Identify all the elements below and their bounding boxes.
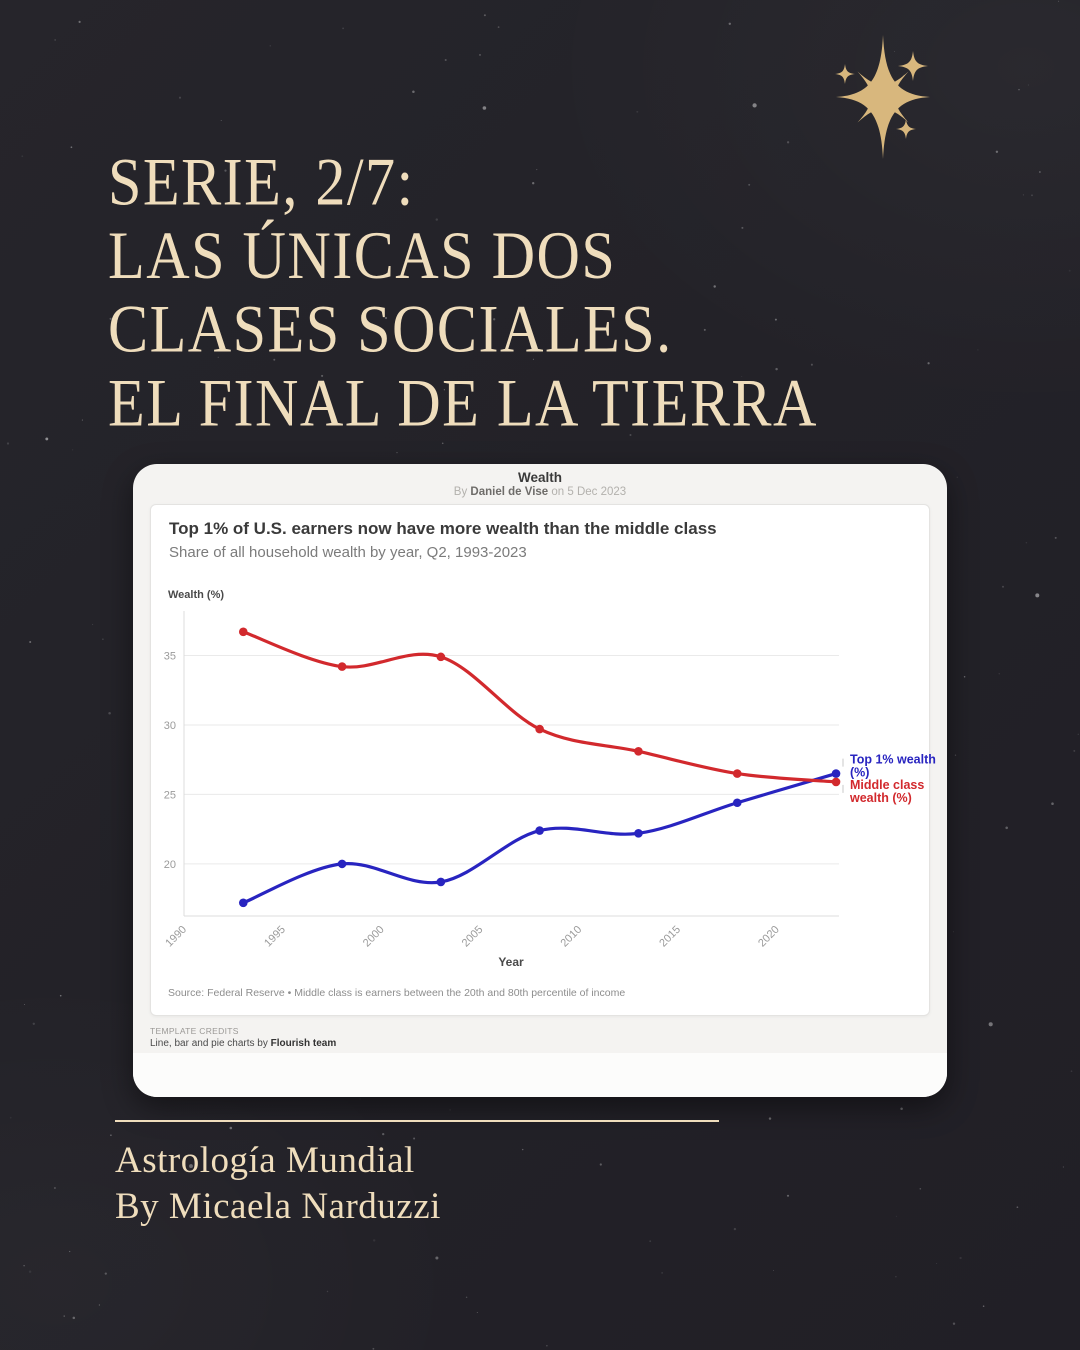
credits-text: Line, bar and pie charts by [150, 1038, 271, 1049]
byline-date: on 5 Dec 2023 [551, 486, 626, 498]
svg-text:Middle class: Middle class [850, 778, 924, 792]
y-axis-title: Wealth (%) [168, 589, 224, 601]
credits-team: Flourish team [271, 1038, 337, 1049]
x-axis-title: Year [151, 955, 871, 969]
svg-text:1995: 1995 [262, 924, 288, 950]
chart-source: Source: Federal Reserve • Middle class i… [168, 987, 625, 999]
credits-label: TEMPLATE CREDITS [150, 1026, 336, 1036]
svg-text:2020: 2020 [756, 924, 782, 950]
byline-author: Daniel de Vise [470, 486, 548, 498]
svg-text:35: 35 [164, 650, 176, 662]
page-title-line-4: EL FINAL DE LA TIERRA [108, 367, 962, 441]
svg-text:2015: 2015 [657, 924, 683, 950]
page-title-line-2: LAS ÚNICAS DOS [108, 220, 962, 294]
footer: Astrología Mundial By Micaela Narduzzi [115, 1120, 719, 1230]
chart-subtitle: Share of all household wealth by year, Q… [169, 544, 527, 561]
footer-byline: By Micaela Narduzzi [115, 1184, 719, 1230]
footer-divider [115, 1120, 719, 1122]
article-byline: By Daniel de Vise on 5 Dec 2023 [133, 486, 947, 498]
svg-text:2005: 2005 [460, 924, 486, 950]
chart-card: Wealth By Daniel de Vise on 5 Dec 2023 T… [133, 464, 947, 1097]
wealth-line-chart: 202530351990 1995 2000 2005 2010 2015 2020Top … [151, 603, 931, 955]
svg-text:2010: 2010 [558, 924, 584, 950]
page-title: SERIE, 2/7: LAS ÚNICAS DOS CLASES SOCIAL… [108, 146, 962, 441]
chart-card-header: Wealth By Daniel de Vise on 5 Dec 2023 [133, 464, 947, 498]
svg-text:2000: 2000 [361, 924, 387, 950]
svg-text:Top 1% wealth: Top 1% wealth [850, 753, 936, 767]
card-bottom-strip [133, 1053, 947, 1097]
svg-text:25: 25 [164, 789, 176, 801]
page-title-line-3: CLASES SOCIALES. [108, 293, 962, 367]
svg-text:1990: 1990 [163, 924, 189, 950]
article-title: Wealth [133, 470, 947, 485]
page-title-line-1: SERIE, 2/7: [108, 146, 962, 220]
byline-prefix: By [454, 486, 467, 498]
svg-text:20: 20 [164, 859, 176, 871]
credits-line: Line, bar and pie charts by Flourish tea… [150, 1038, 336, 1049]
footer-brand: Astrología Mundial [115, 1138, 719, 1184]
svg-text:30: 30 [164, 720, 176, 732]
poster-background: SERIE, 2/7: LAS ÚNICAS DOS CLASES SOCIAL… [0, 0, 1080, 1350]
svg-text:wealth (%): wealth (%) [849, 791, 912, 805]
chart-panel: Top 1% of U.S. earners now have more wea… [150, 504, 930, 1016]
template-credits: TEMPLATE CREDITS Line, bar and pie chart… [150, 1026, 336, 1049]
chart-title: Top 1% of U.S. earners now have more wea… [169, 519, 717, 539]
